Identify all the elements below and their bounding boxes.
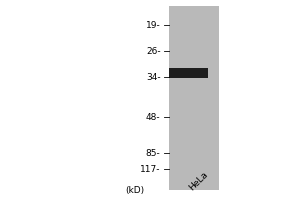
Text: 85-: 85-: [146, 148, 160, 158]
Text: 26-: 26-: [146, 46, 160, 55]
Text: 19-: 19-: [146, 21, 160, 29]
Bar: [169, 6, 219, 190]
Text: 48-: 48-: [146, 112, 160, 121]
Text: 117-: 117-: [140, 164, 160, 173]
Text: 34-: 34-: [146, 72, 160, 82]
Bar: [169, 68, 208, 78]
Text: HeLa: HeLa: [187, 169, 210, 192]
Text: (kD): (kD): [125, 186, 144, 195]
